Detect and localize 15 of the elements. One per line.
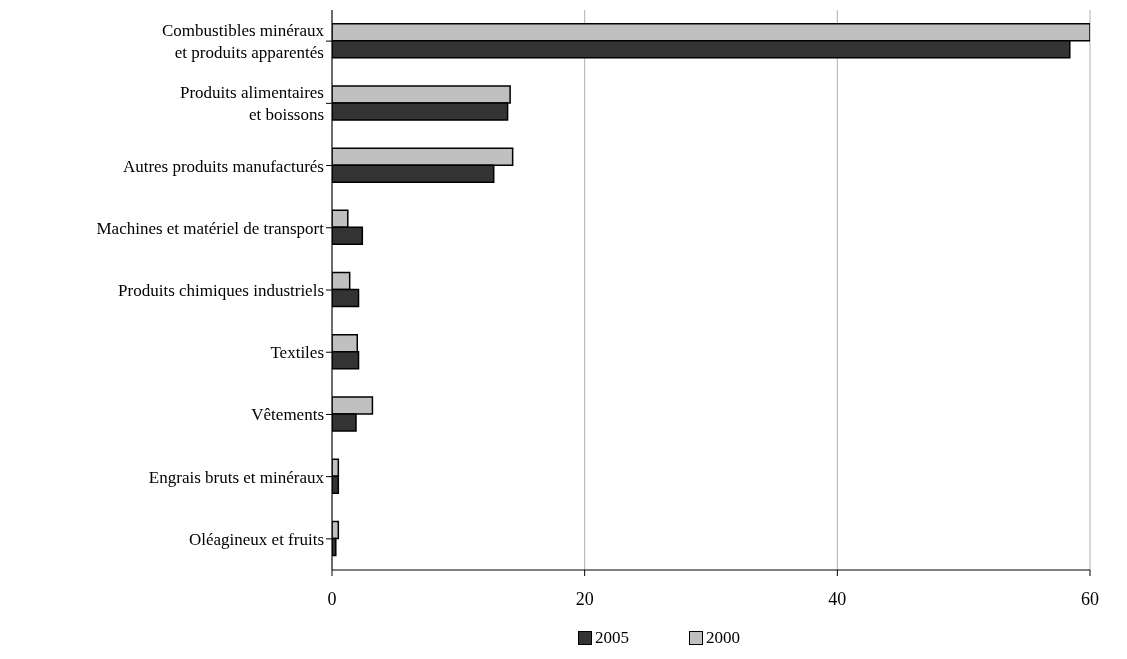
x-tick-label: 0 — [327, 588, 337, 609]
y-tick-label: Produits chimiques industriels — [118, 280, 324, 300]
y-tick-label: Machines et matériel de transport — [96, 218, 325, 238]
y-tick-label: Vêtements — [251, 404, 324, 424]
x-tick-label: 20 — [575, 588, 594, 609]
x-tick-label: 60 — [1081, 588, 1099, 609]
y-tick-label: Oléagineux et fruits — [188, 529, 324, 549]
y-tick-label: Autres produits manufacturés — [122, 156, 324, 176]
y-tick-label: Textiles — [270, 342, 324, 362]
legend-label: 2005 — [594, 628, 629, 648]
legend-label: 2000 — [705, 628, 740, 648]
y-tick-label: Combustibles minéraux et produits apparentés — [162, 20, 325, 62]
y-tick-label: Engrais bruts et minéraux — [148, 467, 325, 487]
y-tick-label: Produits alimentaires et boissons — [179, 82, 324, 124]
x-tick-label: 40 — [828, 588, 847, 609]
